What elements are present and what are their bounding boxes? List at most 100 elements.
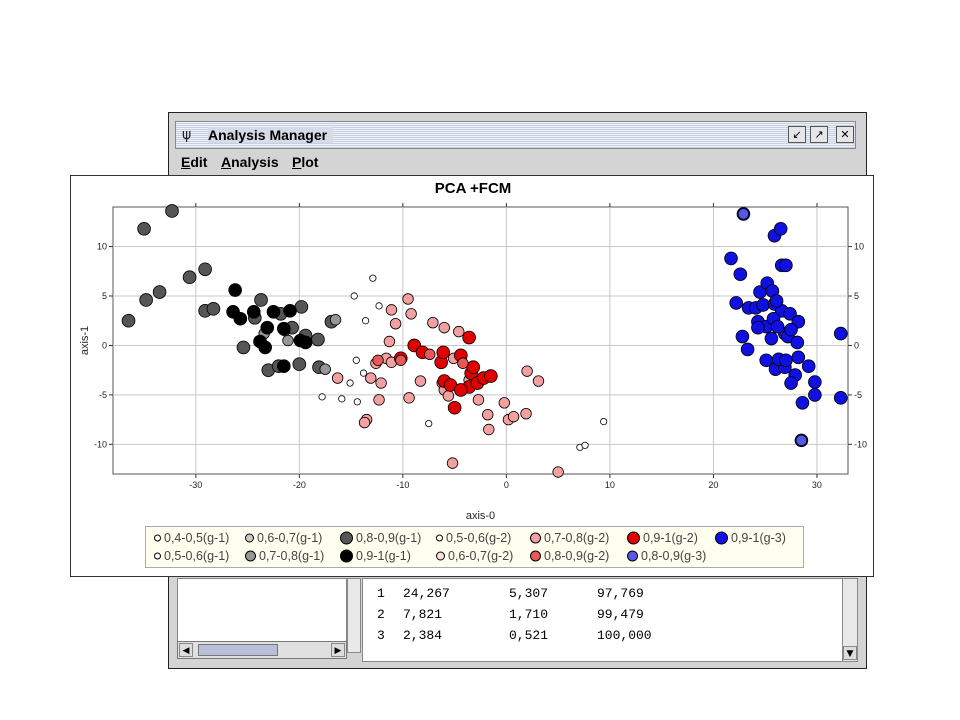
data-point (436, 345, 451, 360)
data-point (482, 408, 494, 421)
data-point (520, 407, 532, 420)
data-point (769, 294, 784, 308)
data-point (751, 320, 765, 335)
data-point (733, 267, 748, 282)
data-point (427, 316, 439, 329)
menu-analysis[interactable]: Analysis (221, 154, 279, 170)
legend-marker (245, 533, 254, 543)
scrollbar-thumb[interactable] (198, 644, 278, 656)
data-point (352, 356, 360, 364)
data-point (783, 307, 797, 321)
minimize-icon[interactable]: ↙ (788, 126, 806, 143)
data-point (282, 334, 294, 347)
scroll-left-icon[interactable]: ◀ (179, 643, 193, 657)
maximize-icon[interactable]: ↗ (810, 126, 828, 143)
close-icon[interactable]: ✕ (836, 126, 854, 143)
menu-edit-mnemonic: E (181, 154, 191, 170)
menu-edit[interactable]: Edit (181, 154, 207, 170)
data-point (779, 258, 793, 273)
scatter-chart: -30 -20 -10 0 10 20 30 -10 -10 -5 -5 0 0 5 5 10 10 axis-0… (79, 203, 867, 521)
legend-label: 0,9-1(g-3) (731, 531, 786, 545)
data-point (507, 410, 520, 423)
data-point (795, 396, 810, 410)
legend-label: 0,8-0,9(g-3) (641, 549, 707, 563)
table-cell: 99,479 (597, 607, 644, 622)
data-point (182, 270, 197, 285)
data-point (457, 357, 469, 369)
data-point (137, 221, 151, 236)
data-point (424, 348, 436, 361)
window-title-bar[interactable]: ψ Analysis Manager ↙ ↗ ✕ (175, 121, 856, 149)
data-point (532, 375, 545, 387)
data-point (521, 365, 533, 377)
data-point (784, 376, 798, 390)
scroll-down-icon[interactable]: ▼ (843, 646, 857, 660)
data-point (206, 302, 221, 316)
data-point (277, 321, 291, 336)
y-tick-label-right: 10 (854, 242, 864, 252)
legend-label: 0,5-0,6(g-2) (446, 531, 512, 545)
legend-label: 0,7-0,8(g-1) (259, 549, 325, 563)
x-tick-label: -30 (189, 480, 202, 490)
table-row: 1 24,267 5,307 97,769 (377, 586, 644, 676)
data-point (484, 369, 498, 383)
data-point (498, 397, 511, 409)
data-point (258, 340, 272, 355)
table-row: 2 7,821 1,710 99,479 (377, 607, 644, 697)
legend-label: 0,5-0,6(g-1) (164, 549, 230, 563)
data-point (791, 350, 806, 365)
data-point (152, 285, 167, 299)
results-table: 1 24,267 5,307 97,769 2 7,821 1,710 99,4… (362, 578, 844, 662)
menu-bar: Edit Analysis Plot (175, 151, 856, 175)
legend-marker (627, 531, 640, 545)
legend-label: 0,7-0,8(g-2) (544, 531, 610, 545)
legend-marker (436, 534, 443, 542)
legend-marker (245, 550, 256, 562)
data-point (414, 375, 427, 387)
y-tick-label-right: -10 (854, 439, 867, 449)
data-point (483, 423, 495, 436)
data-point (121, 313, 136, 328)
y-tick-label-right: 0 (854, 340, 859, 350)
table-cell: 24,267 (403, 586, 450, 601)
legend-marker (340, 549, 353, 563)
chart-legend: 0,4-0,5(g-1) 0,6-0,7(g-1) 0,8-0,9(g-1) 0,5-… (145, 526, 804, 568)
data-point (346, 379, 354, 387)
data-point (446, 457, 459, 469)
x-tick-label: 10 (605, 480, 615, 490)
data-point (472, 394, 485, 406)
left-tree-pane[interactable] (177, 578, 347, 653)
left-pane-vertical-scrollbar[interactable] (347, 578, 361, 653)
chart-title: PCA +FCM (434, 180, 512, 197)
menu-plot[interactable]: Plot (292, 154, 318, 170)
data-point (353, 398, 361, 406)
data-point (724, 251, 738, 266)
data-point (833, 326, 848, 341)
y-tick-label: 5 (102, 291, 107, 301)
scroll-right-icon[interactable]: ▶ (331, 643, 345, 657)
data-point (442, 390, 455, 402)
data-point (784, 322, 798, 337)
left-pane-horizontal-scrollbar[interactable]: ◀ ▶ (177, 641, 347, 659)
data-point (764, 331, 779, 346)
table-cell: 5,307 (509, 586, 549, 601)
data-point (405, 308, 417, 320)
data-point (438, 321, 450, 334)
data-point (359, 369, 368, 377)
data-point (254, 293, 268, 307)
plot-panel: PCA +FCM -30 -20 -10 0 10 20 30 -10 -10 -5 -5 0 0 5 5 1… (70, 175, 874, 577)
data-point (737, 208, 750, 220)
legend-label: 0,6-0,7(g-1) (257, 531, 323, 545)
data-point (735, 329, 750, 344)
table-cell: 1,710 (509, 607, 549, 622)
plot-area-frame (112, 206, 849, 475)
table-cell: 100,000 (597, 628, 652, 643)
x-axis-label: axis-0 (466, 510, 495, 521)
data-point (454, 383, 468, 397)
results-vertical-scrollbar[interactable]: ▼ (842, 578, 858, 662)
data-point (729, 296, 743, 310)
data-point (389, 317, 402, 330)
data-point (198, 262, 212, 277)
data-point (773, 221, 788, 236)
data-point (790, 335, 805, 350)
